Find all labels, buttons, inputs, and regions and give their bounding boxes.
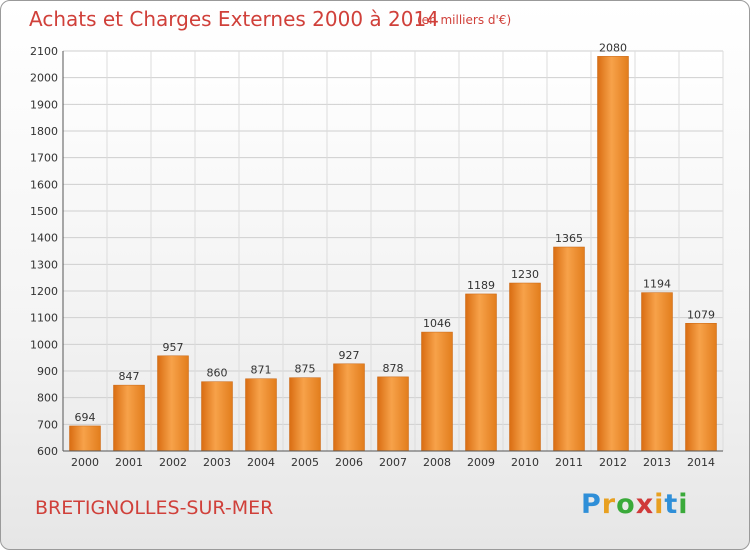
- logo-letter: r: [601, 489, 617, 520]
- x-tick-label: 2010: [511, 456, 539, 469]
- value-label: 957: [163, 341, 184, 354]
- x-tick-label: 2012: [599, 456, 627, 469]
- y-tick-label: 1000: [30, 338, 58, 351]
- bar-2006[interactable]: [333, 363, 365, 452]
- bar-2012[interactable]: [597, 56, 629, 452]
- y-tick-label: 1200: [30, 285, 58, 298]
- proxiti-logo[interactable]: Proxiti: [581, 489, 689, 520]
- bar-2007[interactable]: [377, 376, 409, 452]
- x-tick-label: 2000: [71, 456, 99, 469]
- value-label: 1046: [423, 317, 451, 330]
- city-name: BRETIGNOLLES-SUR-MER: [35, 497, 274, 519]
- y-tick-label: 1400: [30, 232, 58, 245]
- y-tick-label: 1300: [30, 258, 58, 271]
- value-label: 927: [339, 349, 360, 362]
- value-label: 871: [251, 364, 272, 377]
- chart-subtitle: (en milliers d'€): [417, 13, 512, 27]
- x-tick-label: 2011: [555, 456, 583, 469]
- y-tick-label: 1700: [30, 152, 58, 165]
- logo-letter: x: [635, 489, 655, 520]
- y-tick-label: 1600: [30, 178, 58, 191]
- x-tick-label: 2005: [291, 456, 319, 469]
- bar-2013[interactable]: [641, 292, 673, 452]
- x-tick-label: 2003: [203, 456, 231, 469]
- bar-2001[interactable]: [113, 384, 145, 452]
- y-tick-label: 1500: [30, 205, 58, 218]
- value-label: 1194: [643, 278, 671, 291]
- bar-2002[interactable]: [157, 355, 189, 452]
- x-tick-label: 2006: [335, 456, 363, 469]
- x-tick-label: 2008: [423, 456, 451, 469]
- chart-title: Achats et Charges Externes 2000 à 2014: [29, 7, 439, 31]
- bar-2005[interactable]: [289, 377, 321, 452]
- x-tick-label: 2009: [467, 456, 495, 469]
- y-tick-label: 600: [37, 445, 58, 458]
- x-tick-label: 2004: [247, 456, 275, 469]
- logo-letter: i: [654, 489, 665, 520]
- x-tick-label: 2014: [687, 456, 715, 469]
- x-tick-label: 2001: [115, 456, 143, 469]
- bars: 694 847 957 860 871 875 927 878 1046 1189 1230 1365…: [69, 41, 717, 452]
- y-tick-label: 700: [37, 418, 58, 431]
- x-tick-label: 2007: [379, 456, 407, 469]
- y-tick-label: 1800: [30, 125, 58, 138]
- logo-letter: P: [581, 489, 602, 520]
- value-label: 1079: [687, 308, 715, 321]
- y-tick-label: 900: [37, 365, 58, 378]
- bar-2010[interactable]: [509, 282, 541, 452]
- logo-letter: t: [664, 489, 679, 520]
- logo-letter: i: [678, 489, 689, 520]
- value-label: 2080: [599, 41, 627, 54]
- value-label: 878: [383, 362, 404, 375]
- x-tick-label: 2002: [159, 456, 187, 469]
- y-tick-label: 2100: [30, 45, 58, 58]
- axes: 600 700 800 900 1000 1100 1200 1300 1400 1500 1600…: [30, 45, 723, 469]
- bar-2009[interactable]: [465, 293, 497, 452]
- value-label: 1189: [467, 279, 495, 292]
- bar-2004[interactable]: [245, 378, 277, 452]
- y-tick-label: 2000: [30, 72, 58, 85]
- bar-2003[interactable]: [201, 381, 233, 452]
- value-label: 875: [295, 363, 316, 376]
- value-label: 1230: [511, 268, 539, 281]
- bar-2000[interactable]: [69, 425, 101, 452]
- y-tick-label: 800: [37, 392, 58, 405]
- value-label: 860: [207, 367, 228, 380]
- bar-2011[interactable]: [553, 246, 585, 452]
- x-tick-label: 2013: [643, 456, 671, 469]
- bar-2014[interactable]: [685, 323, 717, 452]
- logo-letter: o: [616, 489, 636, 520]
- bar-2008[interactable]: [421, 331, 453, 452]
- y-tick-label: 1900: [30, 98, 58, 111]
- value-label: 694: [75, 411, 96, 424]
- value-label: 847: [119, 370, 140, 383]
- value-label: 1365: [555, 232, 583, 245]
- y-tick-label: 1100: [30, 312, 58, 325]
